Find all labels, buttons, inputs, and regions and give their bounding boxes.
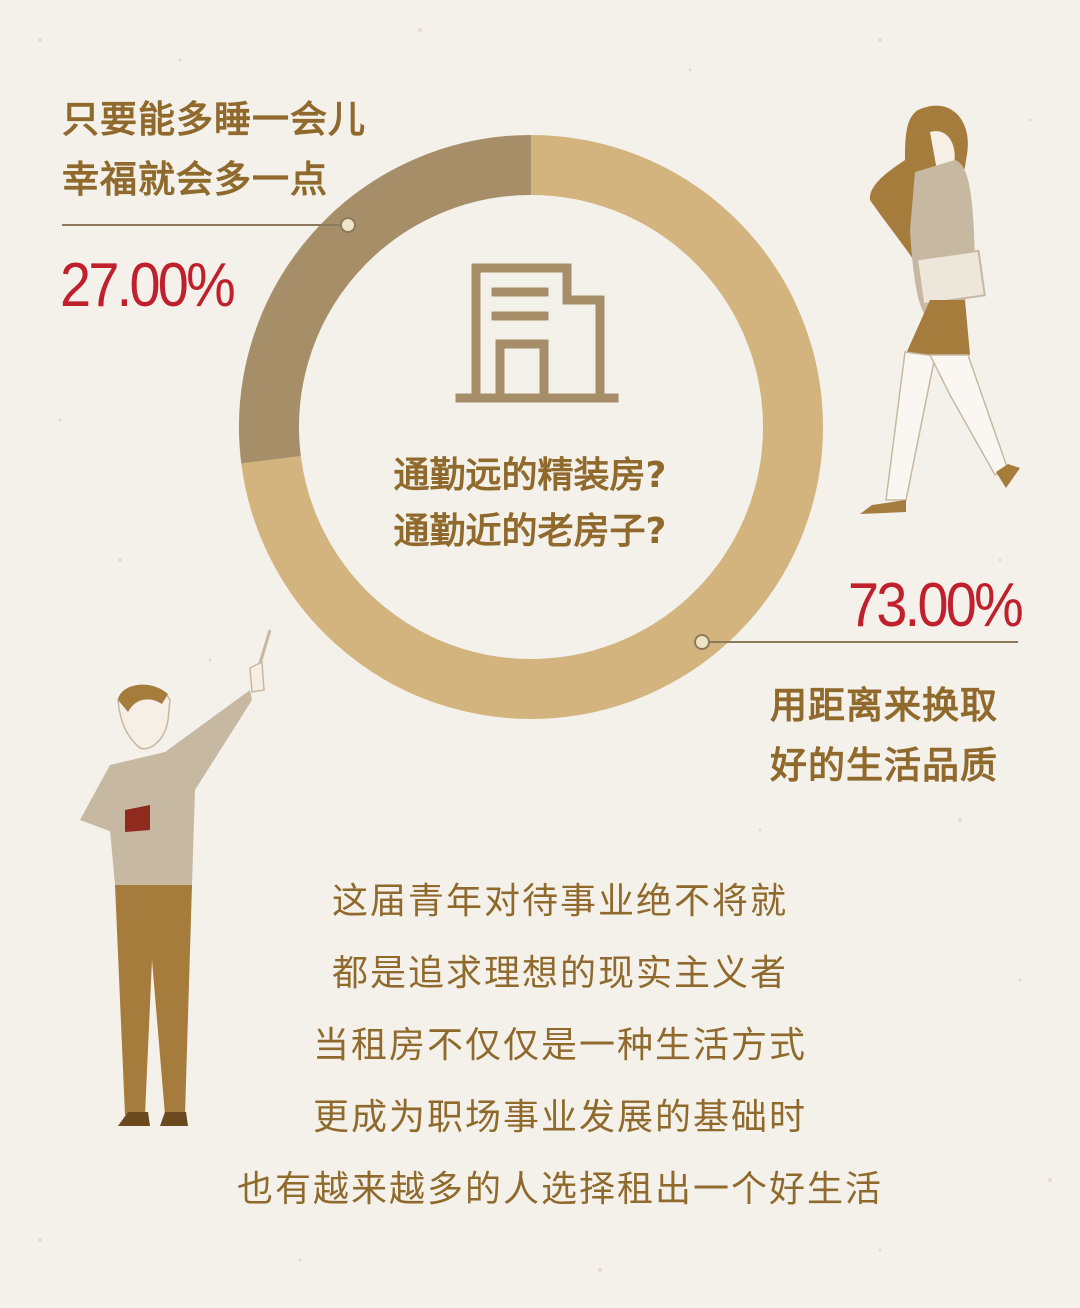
slice-label-73-line-2: 好的生活品质	[770, 744, 998, 787]
donut-slice-27.00	[239, 135, 532, 464]
body-line-4: 更成为职场事业发展的基础时	[312, 1097, 807, 1138]
slice-label-27-line-1: 只要能多睡一会儿	[62, 98, 366, 141]
slice-label-73-line-1: 用距离来换取	[770, 684, 998, 727]
slice-label-27: 只要能多睡一会儿 幸福就会多一点	[62, 90, 366, 210]
center-line-1: 通勤远的精装房?	[393, 455, 667, 496]
body-line-1: 这届青年对待事业绝不将就	[331, 881, 788, 922]
leader-dot-left	[340, 217, 356, 233]
donut-slice-73.00	[241, 135, 823, 719]
body-line-2: 都是追求理想的现实主义者	[331, 953, 788, 994]
leader-dot-right	[694, 634, 710, 650]
body-paragraph: 这届青年对待事业绝不将就 都是追求理想的现实主义者 当租房不仅仅是一种生活方式 …	[160, 866, 960, 1226]
slice-label-73: 用距离来换取 好的生活品质	[770, 676, 998, 796]
body-line-3: 当租房不仅仅是一种生活方式	[312, 1025, 807, 1066]
body-line-5: 也有越来越多的人选择租出一个好生活	[236, 1169, 883, 1210]
slice-value-73: 73.00%	[848, 571, 1024, 640]
center-line-2: 通勤近的老房子?	[393, 511, 667, 552]
slice-value-27: 27.00%	[60, 251, 236, 320]
donut-center-question: 通勤远的精装房? 通勤近的老房子?	[330, 448, 730, 560]
slice-label-27-line-2: 幸福就会多一点	[62, 158, 328, 201]
